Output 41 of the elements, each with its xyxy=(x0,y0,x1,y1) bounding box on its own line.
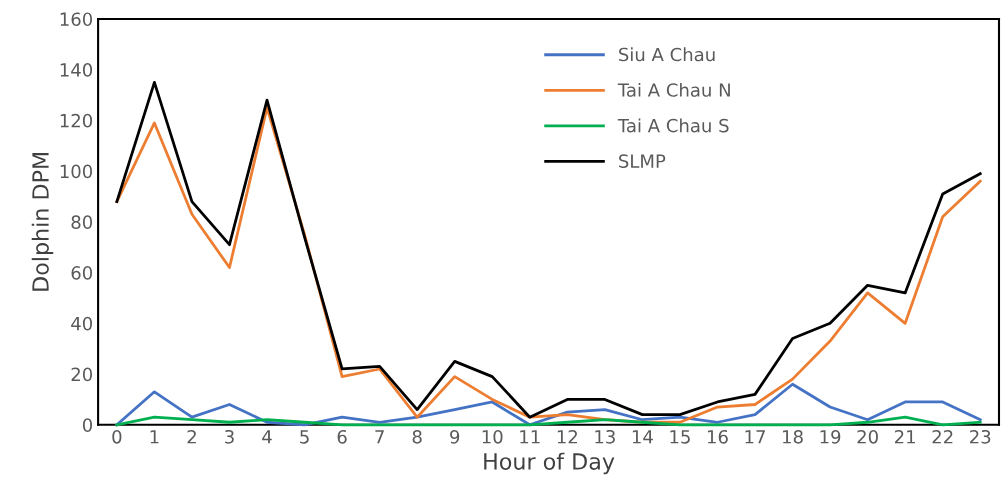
legend-label: Tai A Chau N xyxy=(617,82,730,97)
y-tick-label: 0 xyxy=(82,418,93,432)
x-tick-label: 14 xyxy=(632,430,653,444)
line-series xyxy=(115,415,982,427)
y-tick-label: 60 xyxy=(71,266,93,280)
legend-label: Tai A Chau S xyxy=(617,118,729,133)
x-tick-label: 13 xyxy=(595,429,615,444)
y-axis-title: Dolphin DPM xyxy=(31,152,54,291)
x-tick-label: 16 xyxy=(707,429,728,444)
x-tick-label: 20 xyxy=(857,429,878,444)
x-tick-label: 0 xyxy=(112,429,122,444)
x-tick-label: 2 xyxy=(187,429,196,444)
x-axis-title: Hour of Day xyxy=(484,452,615,475)
y-tick-label: 80 xyxy=(71,215,93,229)
x-tick-label: 10 xyxy=(482,429,503,444)
x-tick-label: 4 xyxy=(262,430,272,444)
x-tick-label: 5 xyxy=(300,430,309,444)
legend-label: Siu A Chau xyxy=(619,47,715,62)
x-tick-label: 15 xyxy=(670,430,690,444)
x-tick-label: 17 xyxy=(745,430,765,444)
y-tick-label: 160 xyxy=(60,12,93,27)
x-tick-label: 18 xyxy=(783,429,803,444)
x-tick-label: 19 xyxy=(820,429,841,444)
x-tick-label: 3 xyxy=(225,429,234,444)
y-tick-label: 140 xyxy=(60,63,93,77)
x-tick-label: 1 xyxy=(150,430,159,444)
legend-label: SLMP xyxy=(619,154,666,168)
y-tick-label: 20 xyxy=(71,367,93,382)
y-tick-label: 40 xyxy=(71,316,93,331)
x-tick-label: 8 xyxy=(412,429,422,444)
x-tick-label: 6 xyxy=(337,429,347,444)
x-tick-label: 7 xyxy=(375,430,384,444)
y-tick-label: 120 xyxy=(60,113,93,128)
x-tick-label: 22 xyxy=(932,429,953,444)
x-tick-label: 21 xyxy=(894,429,915,444)
y-tick-label: 100 xyxy=(60,164,93,179)
x-tick-label: 9 xyxy=(450,429,460,444)
x-tick-label: 23 xyxy=(970,429,991,444)
x-tick-label: 11 xyxy=(520,430,540,444)
x-tick-label: 12 xyxy=(557,429,577,444)
line-series xyxy=(115,382,982,427)
